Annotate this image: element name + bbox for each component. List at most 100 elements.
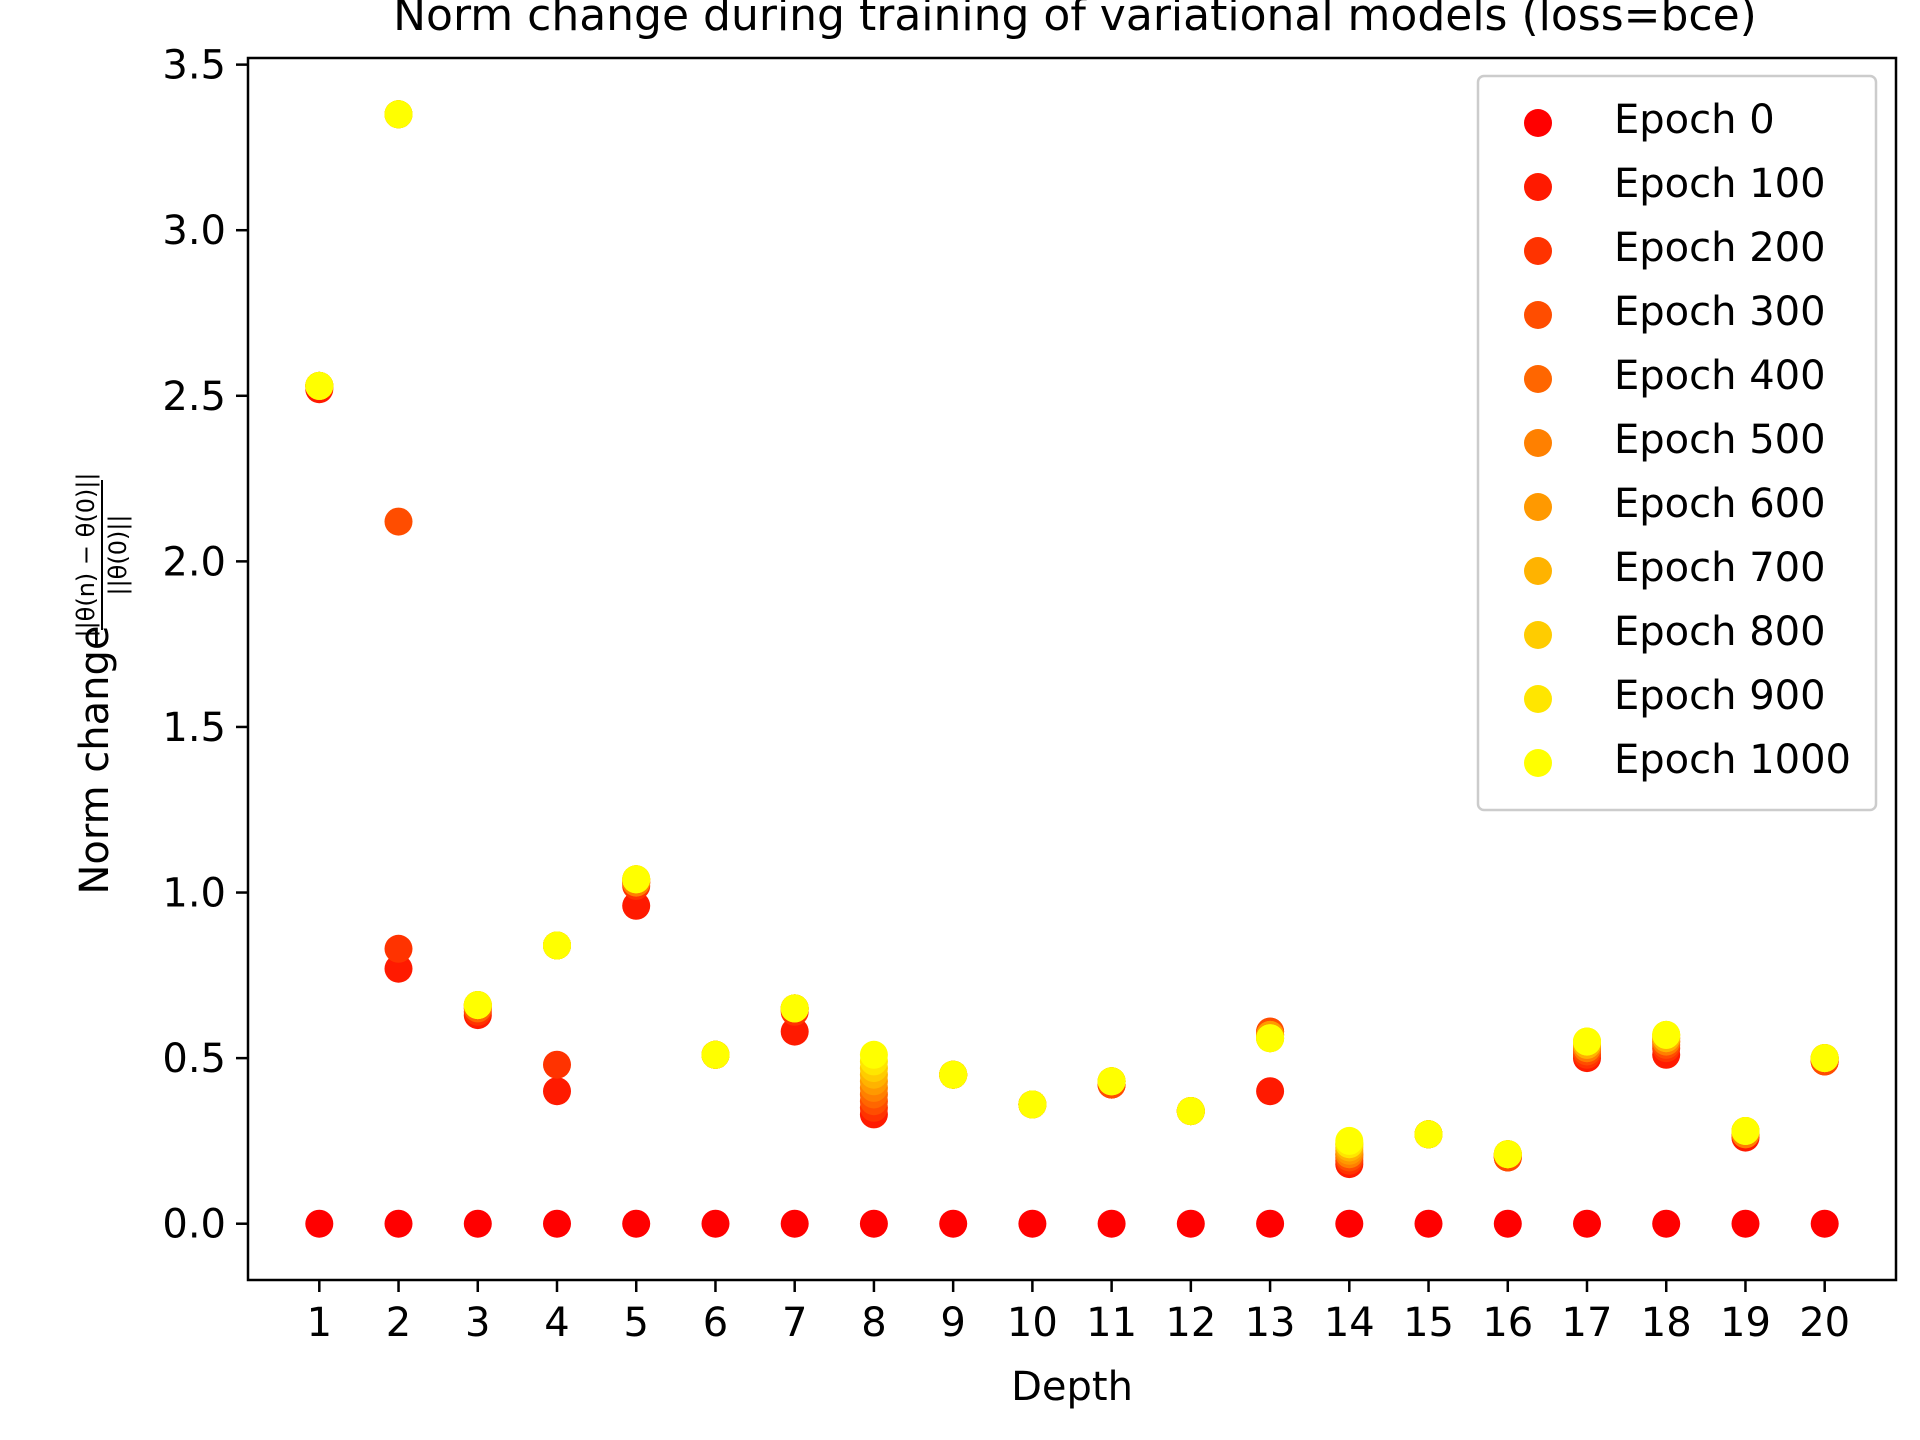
legend-box xyxy=(1476,74,1878,812)
data-point xyxy=(384,934,413,963)
legend-marker xyxy=(1524,301,1552,329)
plot-area xyxy=(305,100,1839,1238)
x-tick-label: 19 xyxy=(1720,1300,1771,1346)
data-point xyxy=(1335,1126,1364,1155)
data-point xyxy=(780,994,809,1023)
data-point xyxy=(1652,1020,1681,1049)
x-tick-label: 5 xyxy=(624,1300,649,1346)
legend-label: Epoch 100 xyxy=(1614,161,1826,207)
data-point xyxy=(1097,1209,1126,1238)
data-point xyxy=(1335,1209,1364,1238)
legend-item: Epoch 700 xyxy=(1524,545,1826,591)
legend-marker xyxy=(1524,557,1552,585)
series-epoch-10 xyxy=(305,100,1839,1169)
data-point xyxy=(1573,1027,1601,1056)
legend-label: Epoch 900 xyxy=(1614,673,1826,719)
y-axis-label-denominator: ||θ(0)|| xyxy=(104,514,132,595)
y-tick-label: 0.5 xyxy=(162,1036,226,1082)
legend-marker xyxy=(1524,621,1552,649)
data-point xyxy=(384,507,413,536)
x-tick-label: 1 xyxy=(307,1300,332,1346)
data-point xyxy=(1652,1209,1681,1238)
legend-item: Epoch 600 xyxy=(1524,481,1826,527)
x-tick-label: 9 xyxy=(940,1300,965,1346)
x-tick-label: 16 xyxy=(1482,1300,1533,1346)
legend-item: Epoch 200 xyxy=(1524,225,1826,271)
data-point xyxy=(384,1209,413,1238)
y-tick-label: 1.0 xyxy=(162,871,226,917)
data-point xyxy=(1810,1209,1839,1238)
legend-label: Epoch 500 xyxy=(1614,417,1826,463)
legend-marker xyxy=(1524,237,1552,265)
plot-frame xyxy=(246,56,1898,1282)
x-tick-label: 4 xyxy=(544,1300,569,1346)
y-tick-label: 2.5 xyxy=(162,374,226,420)
data-point xyxy=(859,1040,888,1069)
legend-marker xyxy=(1524,493,1552,521)
y-axis-label-numerator: ||θ(n) − θ(0)|| xyxy=(72,472,100,637)
legend-marker xyxy=(1524,429,1552,457)
x-tick-label: 12 xyxy=(1165,1300,1216,1346)
legend-marker xyxy=(1524,365,1552,393)
y-axis: 0.0 0.5 1.0 1.5 2.0 2.5 3.0 3.5 xyxy=(162,43,248,1248)
legend-label: Epoch 0 xyxy=(1614,97,1775,143)
data-point xyxy=(1097,1067,1126,1096)
data-point xyxy=(1810,1044,1839,1073)
data-point xyxy=(384,954,413,983)
data-point xyxy=(701,1209,730,1238)
legend-marker xyxy=(1524,749,1552,777)
data-point xyxy=(543,1050,571,1079)
legend-label: Epoch 300 xyxy=(1614,289,1826,335)
y-axis-label-prefix: Norm change xyxy=(72,625,118,894)
x-tick-label: 15 xyxy=(1403,1300,1454,1346)
legend-label: Epoch 200 xyxy=(1614,225,1826,271)
legend-label: Epoch 700 xyxy=(1614,545,1826,591)
y-tick-label: 3.5 xyxy=(162,43,226,89)
series-epoch-0 xyxy=(305,1209,1839,1238)
data-point xyxy=(622,891,651,920)
data-point xyxy=(701,1040,730,1069)
data-point xyxy=(1256,1077,1285,1106)
legend-marker xyxy=(1524,173,1552,201)
data-point xyxy=(1493,1140,1522,1169)
x-tick-label: 8 xyxy=(861,1300,886,1346)
data-point xyxy=(543,1077,571,1106)
x-tick-label: 3 xyxy=(465,1300,490,1346)
x-tick-label: 17 xyxy=(1562,1300,1613,1346)
data-point xyxy=(1256,1024,1285,1053)
legend-item: Epoch 100 xyxy=(1524,161,1826,207)
data-point xyxy=(1493,1209,1522,1238)
x-tick-label: 18 xyxy=(1641,1300,1692,1346)
data-point xyxy=(859,1209,888,1238)
x-axis: 1 2 3 4 5 6 7 8 9 10 11 12 13 14 15 16 17 18 19 20 xyxy=(307,1280,1850,1346)
data-point xyxy=(1731,1117,1760,1145)
legend-label: Epoch 1000 xyxy=(1614,737,1851,783)
data-point xyxy=(1414,1209,1443,1238)
legend-marker xyxy=(1524,685,1552,713)
x-axis-label: Depth xyxy=(1011,1364,1133,1410)
data-point xyxy=(1176,1097,1205,1126)
x-tick-label: 13 xyxy=(1245,1300,1296,1346)
data-point xyxy=(463,991,492,1020)
data-point xyxy=(463,1209,492,1238)
legend: Epoch 0 Epoch 100 Epoch 200 Epoch 300 Epoch … xyxy=(1476,74,1878,812)
x-tick-label: 7 xyxy=(782,1300,807,1346)
data-point xyxy=(622,865,651,894)
legend-label: Epoch 600 xyxy=(1614,481,1826,527)
y-axis-label: Norm change ||θ(n) − θ(0)|| ||θ(0)|| xyxy=(72,472,132,894)
legend-label: Epoch 800 xyxy=(1614,609,1826,655)
data-point xyxy=(305,371,334,400)
data-point xyxy=(1414,1120,1443,1149)
legend-label: Epoch 400 xyxy=(1614,353,1826,399)
y-tick-label: 3.0 xyxy=(162,208,226,254)
legend-item: Epoch 1000 xyxy=(1524,737,1851,783)
data-point xyxy=(1176,1209,1205,1238)
data-point xyxy=(939,1209,968,1238)
data-point xyxy=(780,1209,809,1238)
data-point xyxy=(543,931,571,960)
data-point xyxy=(780,1017,809,1046)
y-tick-label: 2.0 xyxy=(162,539,226,585)
data-point xyxy=(939,1060,968,1089)
